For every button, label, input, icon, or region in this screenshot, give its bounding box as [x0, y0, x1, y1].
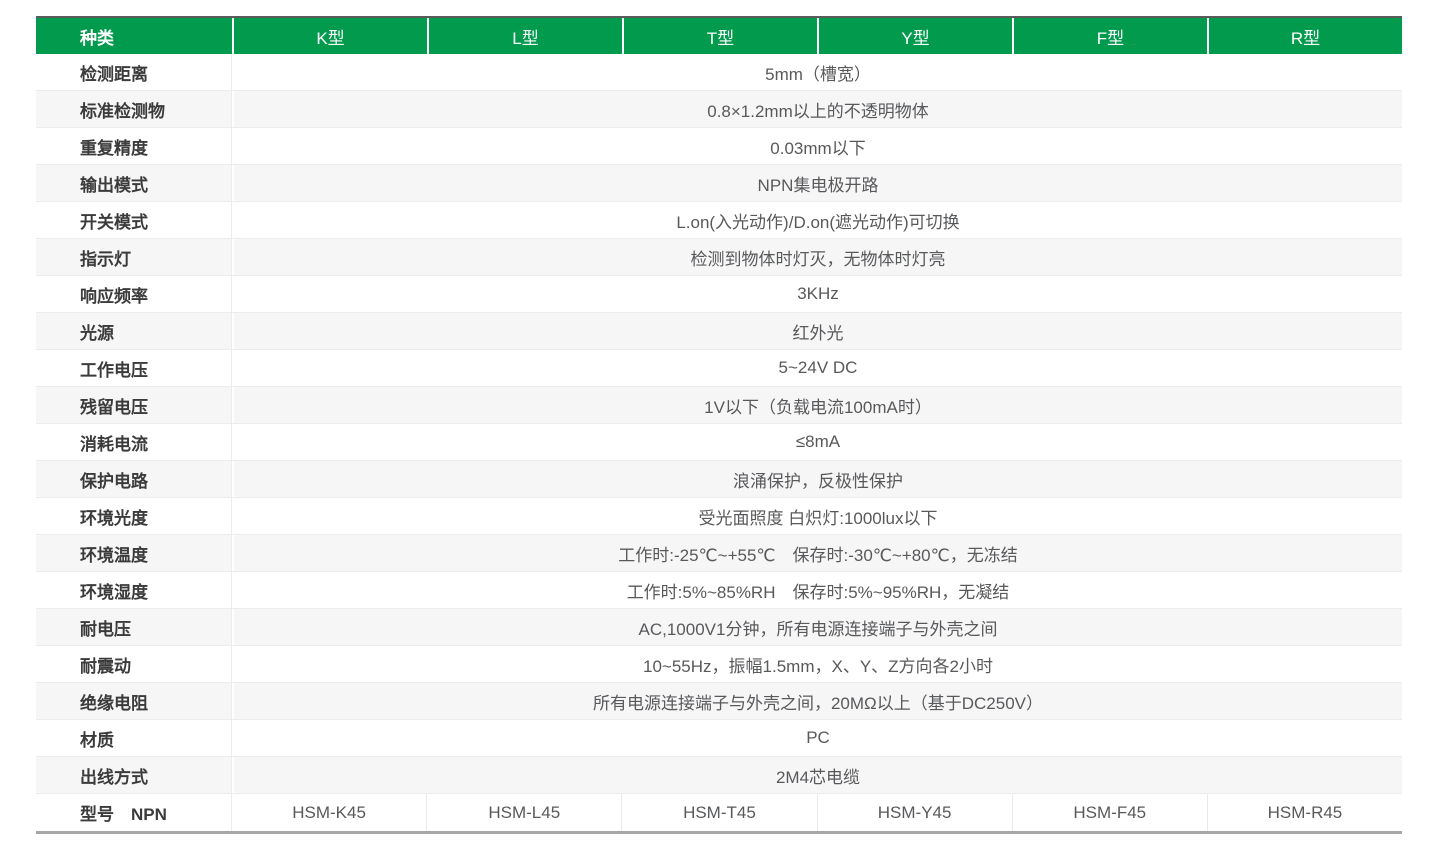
- spec-label: 绝缘电阻: [36, 683, 232, 719]
- header-col-k-type: K型: [232, 18, 427, 54]
- spec-label: 标准检测物: [36, 91, 232, 127]
- spec-row-repeat-accuracy: 重复精度 0.03mm以下: [36, 128, 1402, 165]
- spec-label: 保护电路: [36, 461, 232, 497]
- model-cell-t: HSM-T45: [621, 794, 816, 831]
- model-number-row: 型号 NPN HSM-K45 HSM-L45 HSM-T45 HSM-Y45 H…: [36, 794, 1402, 831]
- header-col-r-type: R型: [1207, 18, 1402, 54]
- spec-value: 2M4芯电缆: [232, 757, 1402, 793]
- spec-value: 0.8×1.2mm以上的不透明物体: [232, 91, 1402, 127]
- spec-value: NPN集电极开路: [232, 165, 1402, 201]
- spec-row-switch-mode: 开关模式 L.on(入光动作)/D.on(遮光动作)可切换: [36, 202, 1402, 239]
- spec-row-withstand-voltage: 耐电压 AC,1000V1分钟，所有电源连接端子与外壳之间: [36, 609, 1402, 646]
- spec-label: 输出模式: [36, 165, 232, 201]
- spec-value: 10~55Hz，振幅1.5mm，X、Y、Z方向各2小时: [232, 646, 1402, 682]
- table-body: 检测距离 5mm（槽宽） 标准检测物 0.8×1.2mm以上的不透明物体 重复精…: [36, 54, 1402, 831]
- spec-label: 环境光度: [36, 498, 232, 534]
- spec-row-current-consumption: 消耗电流 ≤8mA: [36, 424, 1402, 461]
- model-cell-l: HSM-L45: [426, 794, 621, 831]
- spec-value: 受光面照度 白炽灯:1000lux以下: [232, 498, 1402, 534]
- spec-row-wiring-type: 出线方式 2M4芯电缆: [36, 757, 1402, 794]
- spec-value: 检测到物体时灯灭，无物体时灯亮: [232, 239, 1402, 275]
- spec-row-insulation-resistance: 绝缘电阻 所有电源连接端子与外壳之间，20MΩ以上（基于DC250V）: [36, 683, 1402, 720]
- spec-label: 检测距离: [36, 54, 232, 90]
- spec-value: 红外光: [232, 313, 1402, 349]
- spec-value: AC,1000V1分钟，所有电源连接端子与外壳之间: [232, 609, 1402, 645]
- spec-label: 环境湿度: [36, 572, 232, 608]
- spec-row-ambient-temperature: 环境温度 工作时:-25℃~+55℃ 保存时:-30℃~+80℃，无冻结: [36, 535, 1402, 572]
- spec-value: 5~24V DC: [232, 350, 1402, 386]
- spec-label: 光源: [36, 313, 232, 349]
- spec-value: ≤8mA: [232, 424, 1402, 460]
- spec-row-indicator: 指示灯 检测到物体时灯灭，无物体时灯亮: [36, 239, 1402, 276]
- spec-label: 开关模式: [36, 202, 232, 238]
- header-col-f-type: F型: [1012, 18, 1207, 54]
- table-header-row: 种类 K型 L型 T型 Y型 F型 R型: [36, 16, 1402, 54]
- spec-label: 响应频率: [36, 276, 232, 312]
- spec-value: 浪涌保护，反极性保护: [232, 461, 1402, 497]
- spec-value: PC: [232, 720, 1402, 756]
- spec-row-output-mode: 输出模式 NPN集电极开路: [36, 165, 1402, 202]
- spec-label: 重复精度: [36, 128, 232, 164]
- model-row-label: 型号 NPN: [36, 794, 232, 831]
- spec-label: 材质: [36, 720, 232, 756]
- spec-label: 工作电压: [36, 350, 232, 386]
- spec-label: 环境温度: [36, 535, 232, 571]
- model-cell-r: HSM-R45: [1206, 794, 1402, 831]
- spec-label: 消耗电流: [36, 424, 232, 460]
- spec-value: 0.03mm以下: [232, 128, 1402, 164]
- spec-label: 出线方式: [36, 757, 232, 793]
- header-col-y-type: Y型: [817, 18, 1012, 54]
- spec-row-vibration-resistance: 耐震动 10~55Hz，振幅1.5mm，X、Y、Z方向各2小时: [36, 646, 1402, 683]
- spec-row-working-voltage: 工作电压 5~24V DC: [36, 350, 1402, 387]
- spec-value: L.on(入光动作)/D.on(遮光动作)可切换: [232, 202, 1402, 238]
- spec-table: 种类 K型 L型 T型 Y型 F型 R型 检测距离 5mm（槽宽） 标准检测物 …: [36, 16, 1402, 834]
- spec-label: 耐电压: [36, 609, 232, 645]
- spec-row-ambient-light: 环境光度 受光面照度 白炽灯:1000lux以下: [36, 498, 1402, 535]
- spec-value: 所有电源连接端子与外壳之间，20MΩ以上（基于DC250V）: [232, 683, 1402, 719]
- spec-label: 残留电压: [36, 387, 232, 423]
- spec-value: 工作时:-25℃~+55℃ 保存时:-30℃~+80℃，无冻结: [232, 535, 1402, 571]
- model-cell-f: HSM-F45: [1011, 794, 1207, 831]
- spec-value: 1V以下（负载电流100mA时）: [232, 387, 1402, 423]
- spec-row-protection-circuit: 保护电路 浪涌保护，反极性保护: [36, 461, 1402, 498]
- spec-label: 耐震动: [36, 646, 232, 682]
- spec-row-light-source: 光源 红外光: [36, 313, 1402, 350]
- model-cell-k: HSM-K45: [292, 802, 366, 822]
- spec-row-residual-voltage: 残留电压 1V以下（负载电流100mA时）: [36, 387, 1402, 424]
- header-col-t-type: T型: [622, 18, 817, 54]
- spec-value: 工作时:5%~85%RH 保存时:5%~95%RH，无凝结: [232, 572, 1402, 608]
- spec-value: 3KHz: [232, 276, 1402, 312]
- model-cell-y: HSM-Y45: [816, 794, 1012, 831]
- spec-label: 指示灯: [36, 239, 232, 275]
- spec-row-standard-object: 标准检测物 0.8×1.2mm以上的不透明物体: [36, 91, 1402, 128]
- spec-row-ambient-humidity: 环境湿度 工作时:5%~85%RH 保存时:5%~95%RH，无凝结: [36, 572, 1402, 609]
- spec-row-material: 材质 PC: [36, 720, 1402, 757]
- header-col-category: 种类: [80, 28, 114, 48]
- spec-row-response-frequency: 响应频率 3KHz: [36, 276, 1402, 313]
- header-col-l-type: L型: [427, 18, 622, 54]
- spec-row-detect-distance: 检测距离 5mm（槽宽）: [36, 54, 1402, 91]
- spec-value: 5mm（槽宽）: [232, 54, 1402, 90]
